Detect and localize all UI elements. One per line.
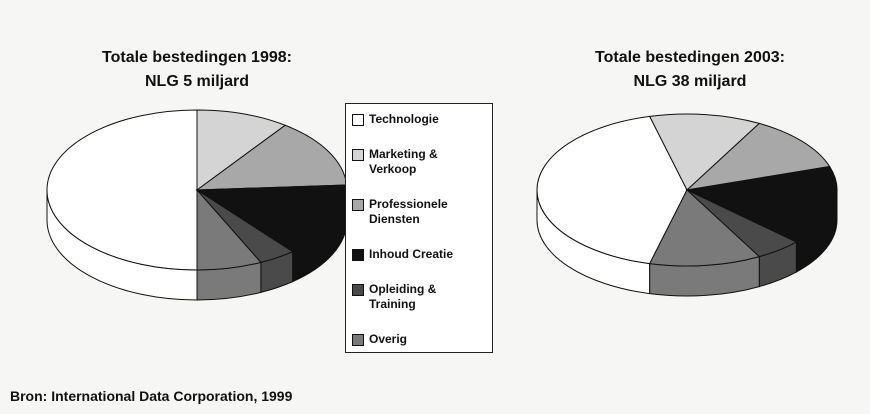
chart-subtitle: NLG 5 miljard [145,73,249,90]
legend-swatch [352,284,364,296]
legend-item: Marketing & Verkoop [352,147,486,177]
legend-item: Technologie [352,112,486,127]
chart-subtitle: NLG 38 miljard [634,73,747,90]
slice [685,122,831,191]
slice [648,113,761,191]
chart-title: Totale bestedingen 2003: [595,49,785,66]
legend-label: Inhoud Creatie [369,247,454,261]
legend-item: Professionele Diensten [352,197,486,227]
legend-swatch [352,114,364,126]
legend-item: Inhoud Creatie [352,247,486,262]
legend-swatch [352,334,364,346]
legend-label: Technologie [369,112,439,126]
legend-label: Opleiding & Training [369,282,437,311]
legend-item: Opleiding & Training [352,282,486,312]
slice [46,109,198,271]
legend: Technologie Marketing & Verkoop Profession… [345,103,493,353]
slice [685,165,838,243]
legend-label: Overig [369,332,408,346]
legend-swatch [352,249,364,261]
slice [648,189,761,267]
legend-swatch [352,149,364,161]
slice [196,188,262,271]
chart-title: Totale bestedingen 1998: [102,49,292,66]
legend-label: Marketing & Verkoop [369,147,438,176]
legend-swatch [352,199,364,211]
slice [536,115,688,265]
legend-label: Professionele Diensten [369,197,448,226]
source: Bron: International Data Corporation, 19… [10,388,293,404]
slice [196,109,287,191]
legend-item: Overig [352,332,486,347]
